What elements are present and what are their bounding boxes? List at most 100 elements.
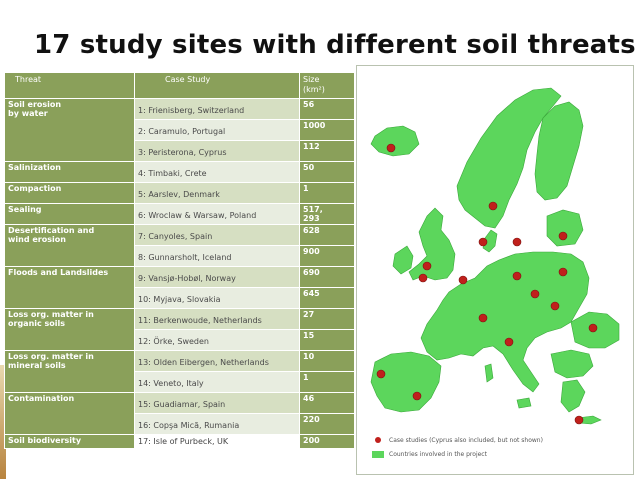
size-cell: 50 — [299, 161, 355, 183]
table-row: Compaction 5: Aarslev, Denmark 1 — [4, 182, 355, 204]
size-cell: 690 — [299, 266, 355, 288]
size-cell: 220 — [299, 413, 355, 435]
case-study-header-label: Case Study — [165, 75, 211, 84]
case-study-marker — [530, 289, 540, 299]
participating-countries — [370, 87, 620, 425]
table-row: Desertification and wind erosion 7: Canyo… — [4, 224, 355, 267]
case-study-cell: 13: Olden Eibergen, Netherlands — [134, 350, 300, 372]
size-cell: 645 — [299, 287, 355, 309]
threat-label-line2: mineral soils — [8, 361, 66, 370]
case-study-marker — [558, 267, 568, 277]
size-cell: 27 — [299, 308, 355, 330]
threat-header-label: Threat — [15, 75, 42, 84]
threat-cell: Compaction — [4, 182, 135, 204]
table-row: 14: Veneto, Italy 1 — [5, 371, 355, 393]
map-legend: Case studies (Cyprus also included, but … — [371, 433, 629, 461]
case-study-cell: 5: Aarslev, Denmark — [134, 182, 300, 204]
table-row: 12: Örke, Sweden 15 — [5, 329, 355, 351]
size-cell: 1 — [299, 371, 355, 393]
case-study-cell: 17: Isle of Purbeck, UK — [134, 434, 300, 449]
case-study-cell: 4: Timbaki, Crete — [134, 161, 300, 183]
threat-label: Soil erosion — [8, 100, 62, 109]
table-row: Soil biodiversity 17: Isle of Purbeck, U… — [4, 434, 355, 449]
size-cell: 15 — [299, 329, 355, 351]
size-unit-label: (km²) — [303, 85, 325, 94]
table-row: 16: Copşa Micã, Rumania 220 — [5, 413, 355, 435]
legend-countries: Countries involved in the project — [371, 447, 629, 461]
legend-countries-label: Countries involved in the project — [389, 450, 487, 458]
case-study-column-header: Case Study — [134, 72, 300, 99]
case-study-markers — [376, 143, 598, 425]
case-study-cell: 16: Copşa Micã, Rumania — [134, 413, 300, 435]
threat-cell: Soil biodiversity — [4, 434, 135, 449]
case-study-cell: 14: Veneto, Italy — [134, 371, 300, 393]
case-study-cell: 11: Berkenwoude, Netherlands — [134, 308, 300, 330]
size-column-header: Size (km²) — [299, 72, 355, 99]
threat-cell: Floods and Landslides — [4, 266, 135, 309]
threat-label: Desertification and — [8, 226, 95, 235]
table-row: Floods and Landslides 9: Vansjø-Hobøl, N… — [4, 266, 355, 309]
case-study-marker — [422, 261, 432, 271]
case-study-cell: 2: Caramulo, Portugal — [134, 119, 300, 141]
threat-label-line2: by water — [8, 109, 48, 118]
case-study-cell: 1: Frienisberg, Switzerland — [134, 98, 300, 120]
threat-cell: Soil erosion by water — [4, 98, 135, 162]
threat-label: Loss org. matter in — [8, 310, 94, 319]
table-row: Soil erosion by water 1: Frienisberg, Swi… — [4, 98, 355, 162]
threat-cell: Desertification and wind erosion — [4, 224, 135, 267]
case-study-marker — [376, 369, 386, 379]
case-study-marker — [550, 301, 560, 311]
case-study-cell: 15: Guadiamar, Spain — [134, 392, 300, 414]
size-cell: 900 — [299, 245, 355, 267]
red-dot-icon — [375, 437, 381, 443]
case-study-marker — [574, 415, 584, 425]
threat-cell: Loss org. matter in mineral soils — [4, 350, 135, 393]
case-study-marker — [512, 271, 522, 281]
decorative-left-strip — [0, 365, 6, 479]
table-row: Salinization 4: Timbaki, Crete 50 — [4, 161, 355, 183]
case-study-marker — [458, 275, 468, 285]
case-study-cell: 6: Wroclaw & Warsaw, Poland — [134, 203, 300, 225]
size-cell: 56 — [299, 98, 355, 120]
case-study-marker — [504, 337, 514, 347]
table-row: Contamination 15: Guadiamar, Spain 46 — [4, 392, 355, 435]
case-study-cell: 12: Örke, Sweden — [134, 329, 300, 351]
threat-label-line2: wind erosion — [8, 235, 66, 244]
threat-cell: Contamination — [4, 392, 135, 435]
green-swatch-icon — [372, 450, 384, 458]
size-cell: 628 — [299, 224, 355, 246]
threat-label: Loss org. matter in — [8, 352, 94, 361]
legend-case-studies-label: Case studies (Cyprus also included, but … — [389, 436, 543, 444]
table-row: Sealing 6: Wroclaw & Warsaw, Poland 517,… — [4, 203, 355, 225]
europe-map-graphic — [370, 87, 620, 425]
case-study-marker — [478, 237, 488, 247]
case-study-cell: 7: Canyoles, Spain — [134, 224, 300, 246]
threat-cell: Salinization — [4, 161, 135, 183]
case-study-marker — [588, 323, 598, 333]
threat-cell: Loss org. matter in organic soils — [4, 308, 135, 351]
case-study-marker — [488, 201, 498, 211]
europe-map: Case studies (Cyprus also included, but … — [356, 65, 634, 475]
threat-label-line2: organic soils — [8, 319, 66, 328]
threat-column-header: Threat — [4, 72, 135, 99]
case-study-marker — [478, 313, 488, 323]
case-study-marker — [386, 143, 396, 153]
size-header-label: Size — [303, 75, 320, 84]
case-study-marker — [412, 391, 422, 401]
slide-title: 17 study sites with different soil threa… — [34, 30, 636, 60]
size-cell: 517, 293 — [299, 203, 355, 225]
legend-case-studies: Case studies (Cyprus also included, but … — [371, 433, 629, 447]
size-value: 517, — [303, 205, 323, 214]
case-study-cell: 3: Peristerona, Cyprus — [134, 140, 300, 162]
size-value-line2: 293 — [303, 214, 320, 223]
size-cell: 200 — [299, 434, 355, 449]
case-study-marker — [512, 237, 522, 247]
size-cell: 10 — [299, 350, 355, 372]
table-row: Loss org. matter in organic soils 11: Ber… — [4, 308, 355, 351]
size-cell: 46 — [299, 392, 355, 414]
case-study-cell: 8: Gunnarsholt, Iceland — [134, 245, 300, 267]
case-study-cell: 10: Myjava, Slovakia — [134, 287, 300, 309]
size-cell: 1 — [299, 182, 355, 204]
table-row: Loss org. matter in mineral soils 13: Old… — [4, 350, 355, 393]
case-study-cell: 9: Vansjø-Hobøl, Norway — [134, 266, 300, 288]
